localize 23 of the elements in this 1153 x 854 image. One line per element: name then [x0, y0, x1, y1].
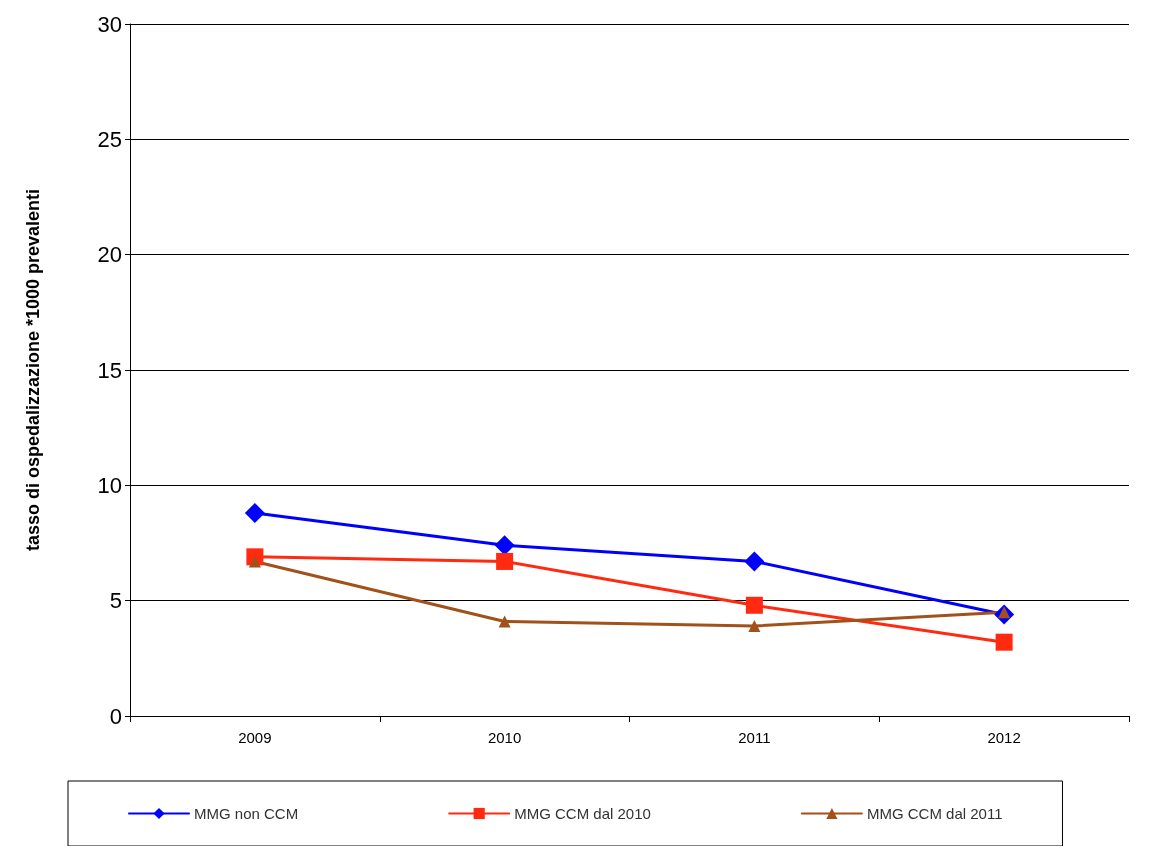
- y-axis-title: tasso di ospedalizzazione *1000 prevalenti: [23, 188, 43, 552]
- y-tick-label: 25: [97, 126, 122, 152]
- y-tick-label: 15: [97, 357, 122, 383]
- x-tick-label: 2011: [738, 729, 771, 746]
- point: [745, 596, 763, 614]
- point: [995, 633, 1013, 651]
- legend-label: MMG CCM dal 2010: [514, 805, 651, 822]
- x-tick-label: 2012: [987, 729, 1021, 746]
- y-tick-label: 30: [97, 11, 122, 37]
- x-tick-label: 2009: [238, 729, 272, 746]
- y-tick-label: 0: [109, 703, 122, 729]
- point: [494, 535, 515, 556]
- legend-label: MMG CCM dal 2011: [866, 805, 1003, 822]
- legend-label: MMG non CCM: [194, 805, 299, 822]
- point: [748, 620, 761, 633]
- x-tick-label: 2010: [487, 729, 522, 746]
- point: [244, 503, 265, 524]
- point: [496, 552, 514, 570]
- point: [498, 615, 511, 628]
- y-tick-label: 10: [97, 472, 122, 498]
- y-tick-label: 20: [97, 242, 122, 268]
- y-tick-label: 5: [109, 588, 122, 614]
- point: [744, 551, 765, 572]
